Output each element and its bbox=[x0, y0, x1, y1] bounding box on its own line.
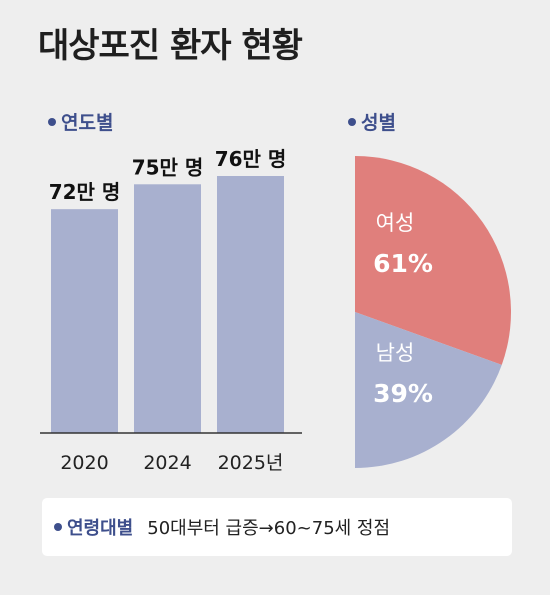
pie-slice-male bbox=[355, 312, 502, 468]
bar-value-label: 75만 명 bbox=[132, 155, 204, 179]
pie-slice-percent: 39% bbox=[373, 379, 433, 408]
pie-slice-female bbox=[355, 156, 511, 365]
year-section-label: 연도별 bbox=[48, 108, 113, 135]
age-section-label: 연령대별 bbox=[67, 518, 134, 539]
bullet-icon bbox=[348, 117, 356, 126]
age-note-box: 연령대별 50대부터 급증→60~75세 정점 bbox=[42, 498, 512, 556]
bar-value-label: 72만 명 bbox=[49, 180, 121, 204]
x-tick-label: 2024 bbox=[143, 452, 191, 474]
x-tick-label: 2020 bbox=[60, 452, 108, 474]
bar-value-label: 76만 명 bbox=[215, 147, 287, 171]
pie-slice-name: 남성 bbox=[376, 341, 415, 365]
yearly-bar-chart: 72만 명 2020 75만 명 2024 76만 명 2025년 여성 61% 남성 39% bbox=[40, 147, 511, 474]
year-section-text: 연도별 bbox=[61, 112, 114, 134]
x-tick-label: 2025년 bbox=[218, 452, 284, 474]
bar-2020 bbox=[51, 209, 118, 433]
gender-pie-chart: 여성 61% 남성 39% bbox=[355, 156, 511, 468]
bars-group: 72만 명 2020 75만 명 2024 76만 명 2025년 bbox=[49, 147, 287, 474]
page-title: 대상포진 환자 현황 bbox=[38, 26, 303, 66]
gender-section-text: 성별 bbox=[361, 112, 396, 134]
gender-section-label: 성별 bbox=[348, 108, 396, 135]
bullet-icon bbox=[48, 117, 56, 126]
pie-slice-name: 여성 bbox=[376, 211, 415, 235]
pie-slice-percent: 61% bbox=[373, 249, 433, 278]
bar-2025년 bbox=[217, 176, 284, 433]
age-note-text: 50대부터 급증→60~75세 정점 bbox=[147, 518, 391, 539]
bullet-icon bbox=[54, 523, 62, 531]
bar-2024 bbox=[134, 184, 201, 433]
